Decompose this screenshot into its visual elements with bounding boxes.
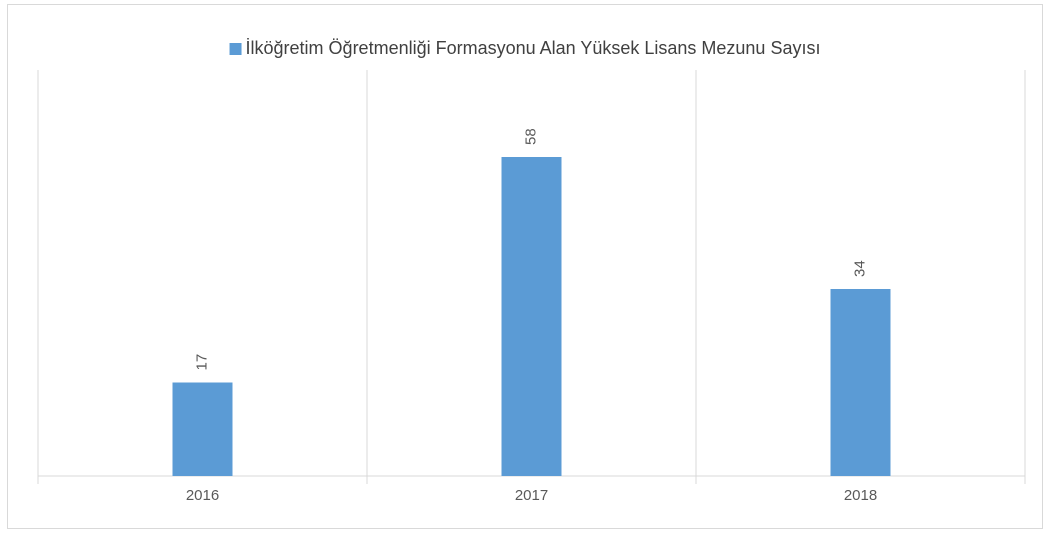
bar bbox=[172, 382, 233, 476]
bar bbox=[830, 289, 891, 476]
bar bbox=[501, 157, 562, 476]
x-tick-label: 2017 bbox=[515, 487, 548, 504]
legend-label: İlköğretim Öğretmenliği Formasyonu Alan … bbox=[246, 38, 821, 58]
x-tick-label: 2018 bbox=[844, 487, 877, 504]
data-label: 34 bbox=[851, 260, 868, 277]
data-label: 58 bbox=[522, 128, 539, 145]
legend-swatch bbox=[229, 43, 242, 55]
legend: İlköğretim Öğretmenliği Formasyonu Alan … bbox=[229, 38, 821, 58]
data-label: 17 bbox=[193, 354, 210, 371]
x-tick-label: 2016 bbox=[186, 487, 219, 504]
